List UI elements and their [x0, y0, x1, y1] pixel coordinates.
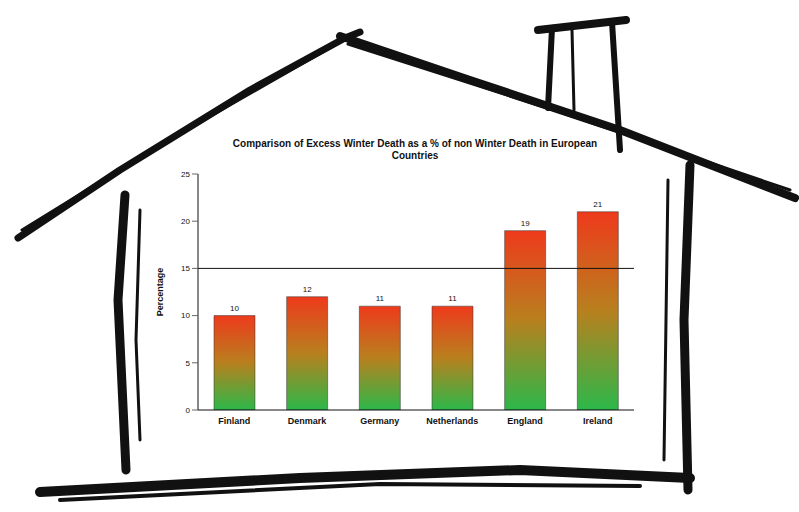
svg-text:25: 25 — [181, 170, 190, 179]
svg-text:19: 19 — [521, 219, 530, 228]
svg-text:11: 11 — [376, 294, 385, 303]
svg-text:12: 12 — [303, 285, 312, 294]
svg-text:Percentage: Percentage — [155, 268, 165, 317]
html-text:Comparison of Excess Winter De: Comparison of Excess Winter Death as a %… — [232, 138, 598, 161]
svg-text:10: 10 — [230, 304, 239, 313]
svg-text:0: 0 — [186, 406, 191, 415]
svg-text:11: 11 — [448, 294, 457, 303]
svg-text:10: 10 — [181, 311, 190, 320]
svg-text:Denmark: Denmark — [288, 416, 328, 426]
svg-text:Finland: Finland — [218, 416, 250, 426]
svg-text:Germany: Germany — [360, 416, 399, 426]
svg-text:20: 20 — [181, 217, 190, 226]
svg-text:5: 5 — [186, 359, 191, 368]
svg-text:England: England — [507, 416, 543, 426]
svg-text:21: 21 — [593, 200, 602, 209]
svg-text:Netherlands: Netherlands — [426, 416, 478, 426]
svg-text:15: 15 — [181, 264, 190, 273]
svg-text:Ireland: Ireland — [583, 416, 613, 426]
